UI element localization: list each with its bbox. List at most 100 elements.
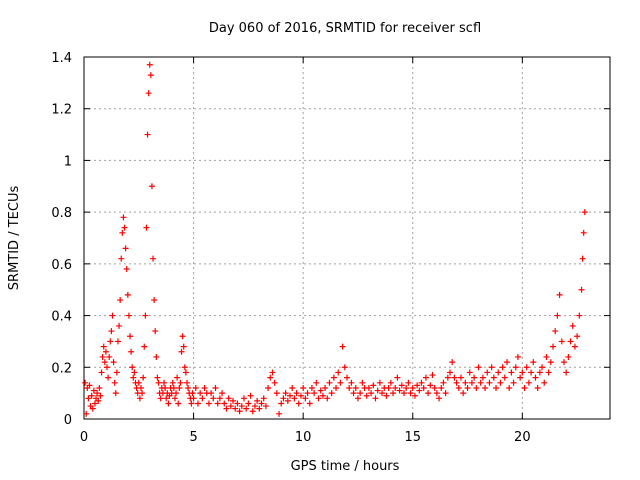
data-point [499, 364, 506, 371]
data-point [178, 348, 185, 355]
data-point [94, 390, 101, 397]
data-point [254, 397, 261, 404]
data-point [308, 384, 315, 391]
data-point [385, 384, 392, 391]
data-point [348, 379, 355, 386]
data-point [223, 405, 230, 412]
data-point [210, 395, 217, 402]
y-tick-label: 0.4 [51, 310, 72, 325]
data-point [440, 379, 447, 386]
data-point [394, 374, 401, 381]
y-tick-label: 1 [64, 154, 72, 169]
data-point [508, 369, 515, 376]
data-point [125, 312, 132, 319]
data-point [466, 369, 473, 376]
data-point [300, 384, 307, 391]
data-point [442, 390, 449, 397]
data-point [97, 392, 104, 399]
data-point [486, 379, 493, 386]
data-point [89, 405, 96, 412]
data-point [556, 291, 563, 298]
data-point [341, 364, 348, 371]
data-point [148, 183, 155, 190]
data-point [346, 384, 353, 391]
data-point [85, 395, 92, 402]
axis-ticks: 0 0.2 0.4 0.6 0.8 1 1.2 1.4 0 5 10 15 20 [51, 51, 610, 445]
data-point [431, 384, 438, 391]
data-point [444, 374, 451, 381]
data-point [91, 400, 98, 407]
data-point [326, 379, 333, 386]
data-point [152, 328, 159, 335]
data-point [99, 353, 106, 360]
data-point [129, 364, 136, 371]
data-point [519, 369, 526, 376]
data-point [116, 322, 123, 329]
data-point [117, 297, 124, 304]
data-point [128, 348, 135, 355]
data-point [506, 384, 513, 391]
data-point [182, 369, 189, 376]
data-point [418, 379, 425, 386]
data-point [258, 400, 265, 407]
data-point [398, 382, 405, 389]
data-point [131, 369, 138, 376]
data-point [155, 379, 162, 386]
data-point [425, 390, 432, 397]
data-point [190, 395, 197, 402]
data-point [422, 374, 429, 381]
data-point [174, 374, 181, 381]
data-point [123, 266, 130, 273]
data-point [315, 395, 322, 402]
data-point [121, 224, 128, 231]
data-point [124, 291, 131, 298]
data-point [475, 364, 482, 371]
data-point [197, 390, 204, 397]
data-point [287, 392, 294, 399]
data-point [344, 374, 350, 381]
data-point [143, 224, 150, 231]
x-axis-label: GPS time / hours [291, 459, 400, 474]
data-point [201, 384, 208, 391]
data-point [184, 379, 191, 386]
data-point [208, 390, 215, 397]
data-point [322, 384, 329, 391]
data-point [534, 384, 541, 391]
data-point [88, 392, 95, 399]
data-point [490, 374, 497, 381]
data-point [137, 384, 144, 391]
data-point [247, 392, 254, 399]
data-point [265, 384, 272, 391]
data-point [189, 390, 196, 397]
x-tick-label: 5 [189, 430, 197, 445]
data-point [110, 359, 117, 366]
data-point [495, 369, 502, 376]
data-point [523, 364, 530, 371]
data-point [205, 400, 212, 407]
data-point [236, 408, 243, 415]
data-point [447, 369, 454, 376]
data-point [565, 353, 572, 360]
data-point [576, 312, 583, 319]
data-point [339, 343, 346, 350]
data-point [479, 374, 486, 381]
data-point [390, 390, 397, 397]
data-point [383, 392, 390, 399]
data-point [484, 369, 491, 376]
data-point [365, 384, 372, 391]
data-point [581, 209, 588, 216]
data-point [311, 390, 318, 397]
data-point [335, 369, 342, 376]
data-point [306, 400, 313, 407]
data-point [243, 405, 250, 412]
data-point [234, 400, 241, 407]
data-point [145, 90, 152, 97]
data-point [199, 395, 206, 402]
data-point [106, 353, 113, 360]
data-point [503, 359, 510, 366]
data-point [144, 131, 151, 138]
data-point [497, 379, 504, 386]
data-point [304, 390, 311, 397]
x-tick-label: 20 [514, 430, 531, 445]
data-point [245, 400, 252, 407]
